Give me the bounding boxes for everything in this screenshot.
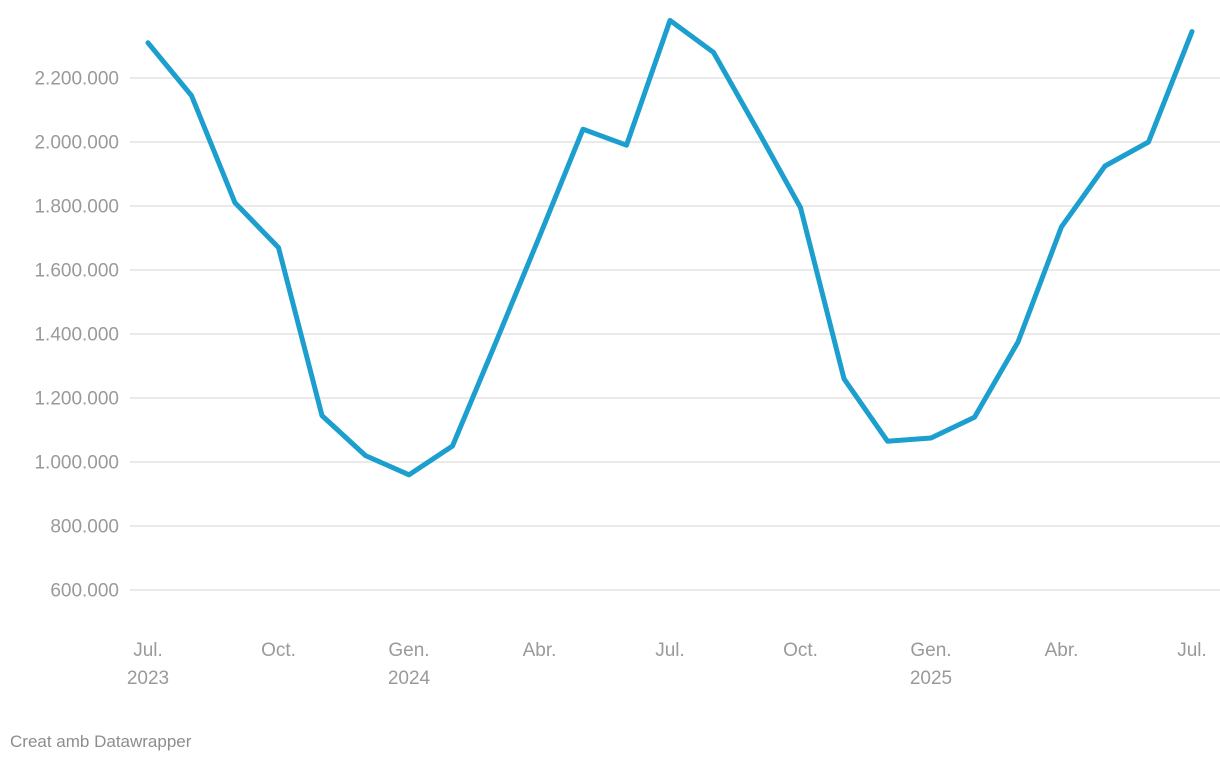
x-tick-year-label: 2023 xyxy=(127,668,169,689)
y-tick-label: 600.000 xyxy=(50,581,119,602)
x-tick-label: Abr. xyxy=(1045,640,1079,661)
x-tick-label: Oct. xyxy=(261,640,296,661)
x-tick-label: Oct. xyxy=(783,640,818,661)
x-tick-label: Jul. xyxy=(133,640,163,661)
data-line xyxy=(145,17,1195,478)
x-tick-label: Abr. xyxy=(523,640,557,661)
y-tick-label: 1.000.000 xyxy=(34,453,119,474)
line-chart: 600.000 800.000 1.000.000 1.200.000 1.400.00… xyxy=(34,17,1220,689)
x-tick-label: Gen. xyxy=(388,640,429,661)
y-tick-label: 1.800.000 xyxy=(34,197,119,218)
y-tick-label: 2.000.000 xyxy=(34,133,119,154)
y-tick-label: 1.400.000 xyxy=(34,325,119,346)
x-tick-year-label: 2024 xyxy=(388,668,431,689)
datawrapper-credit: Creat amb Datawrapper xyxy=(10,732,192,751)
y-tick-label: 1.200.000 xyxy=(34,389,119,410)
x-tick-label: Jul. xyxy=(1177,640,1207,661)
x-tick-label: Jul. xyxy=(655,640,685,661)
y-tick-label: 2.200.000 xyxy=(34,69,119,90)
x-tick-label: Gen. xyxy=(910,640,951,661)
y-tick-label: 800.000 xyxy=(50,517,119,538)
y-tick-label: 1.600.000 xyxy=(34,261,119,282)
x-tick-year-label: 2025 xyxy=(910,668,952,689)
